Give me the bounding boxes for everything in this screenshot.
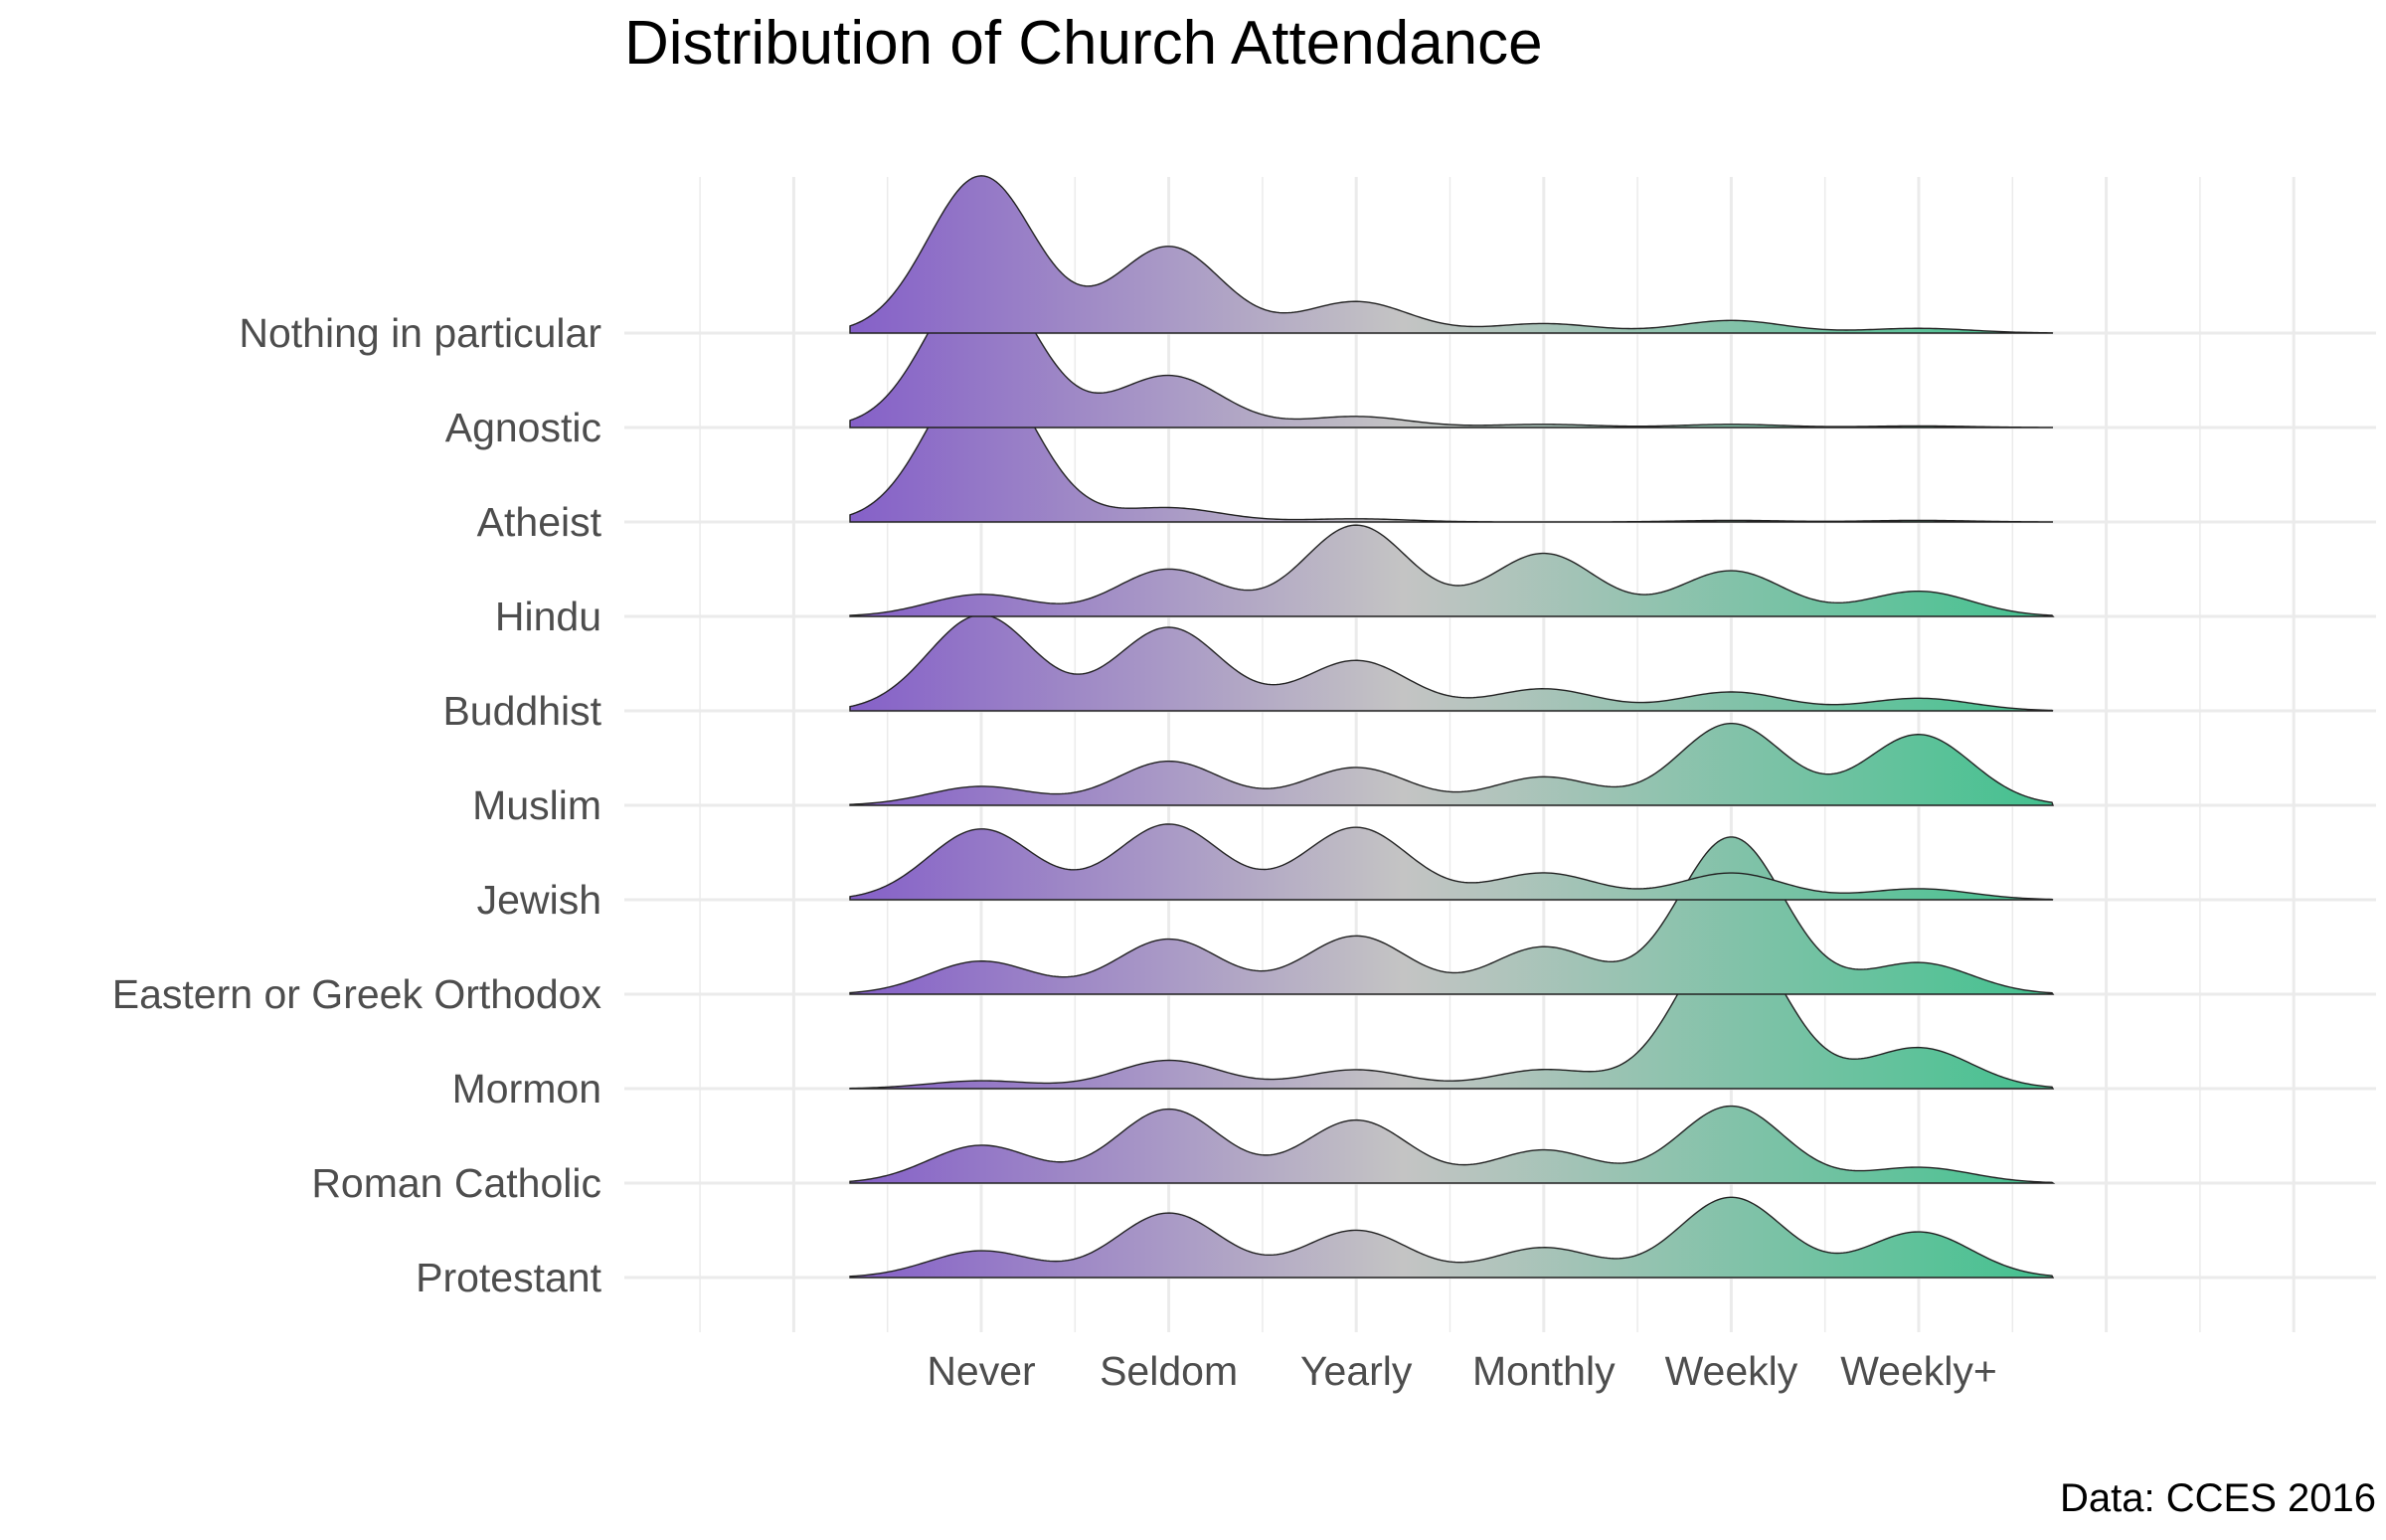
y-axis-label: Atheist xyxy=(477,499,602,545)
ridge-hindu xyxy=(849,524,2055,617)
y-axis-label: Roman Catholic xyxy=(311,1160,601,1206)
y-axis-label: Muslim xyxy=(472,782,601,828)
ridges xyxy=(849,175,2056,1279)
ridge-protestant xyxy=(849,1196,2055,1279)
x-axis-tick-label: Never xyxy=(927,1348,1035,1394)
y-axis-label: Buddhist xyxy=(442,688,601,734)
x-axis-labels: Never Seldom Yearly Monthly Weekly Weekly+ xyxy=(927,1348,1997,1394)
y-axis-label: Agnostic xyxy=(445,405,601,450)
x-axis-tick-label: Weekly xyxy=(1665,1348,1798,1394)
ridge-jewish xyxy=(849,823,2054,901)
ridge-roman-catholic xyxy=(849,1105,2056,1184)
ridge-buddhist xyxy=(849,613,2054,712)
x-axis-tick-label: Monthly xyxy=(1472,1348,1616,1394)
x-axis-tick-label: Seldom xyxy=(1100,1348,1238,1394)
y-axis-label: Protestant xyxy=(416,1255,601,1300)
y-axis-label: Mormon xyxy=(452,1066,601,1112)
x-axis-tick-label: Yearly xyxy=(1300,1348,1413,1394)
y-axis-label: Jewish xyxy=(477,877,601,923)
ridge-agnostic xyxy=(849,269,2054,428)
ridge-nothing-in-particular xyxy=(849,175,2054,334)
y-axis-label: Eastern or Greek Orthodox xyxy=(112,971,602,1017)
y-axis-labels: Nothing in particular Agnostic Atheist Hind… xyxy=(112,310,602,1300)
x-axis-tick-label: Weekly+ xyxy=(1840,1348,1997,1394)
y-axis-label: Hindu xyxy=(495,594,601,639)
ridge-muslim xyxy=(849,722,2054,806)
chart-title: Distribution of Church Attendance xyxy=(624,9,1543,78)
ridge-mormon xyxy=(849,931,2055,1090)
chart-caption: Data: CCES 2016 xyxy=(2060,1476,2376,1520)
y-axis-label: Nothing in particular xyxy=(239,310,601,356)
